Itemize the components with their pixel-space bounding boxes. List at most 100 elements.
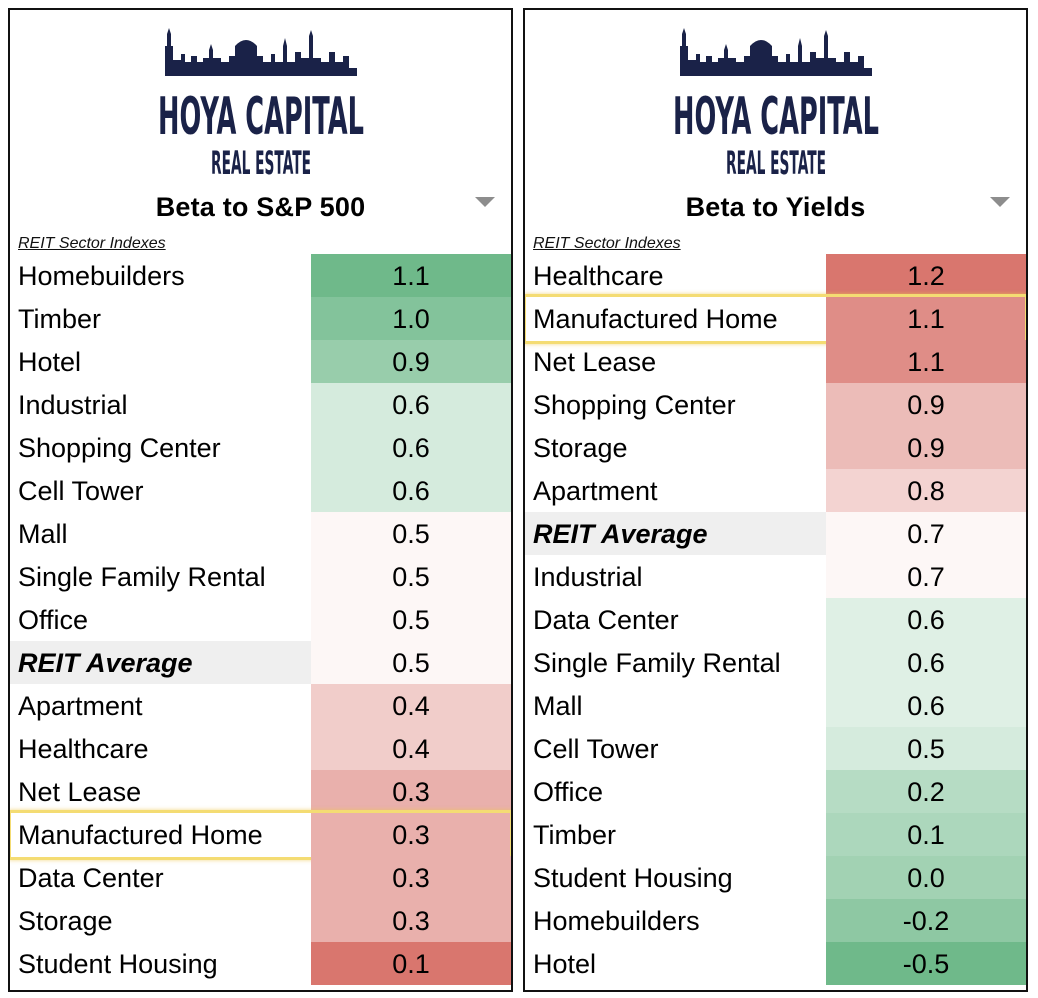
beta-value-cell: 0.9: [826, 426, 1026, 469]
beta-value-cell: 0.5: [311, 641, 511, 684]
table-row: Apartment 0.4: [10, 684, 511, 727]
chart-subtitle: REIT Sector Indexes: [18, 235, 166, 252]
reit-average-label: REIT Average: [525, 512, 826, 555]
table-row: Manufactured Home 1.1: [525, 297, 1026, 340]
table-row: Net Lease 0.3: [10, 770, 511, 813]
beta-value-cell: 1.1: [826, 340, 1026, 383]
sector-label: Homebuilders: [18, 261, 185, 291]
sector-label: Healthcare: [18, 734, 149, 764]
sector-label: Cell Tower: [533, 734, 659, 764]
panel-beta-to-sp500: HOYA CAPITAL REAL ESTATE Beta to S&P 500 …: [8, 8, 513, 992]
sector-label: Cell Tower: [18, 476, 144, 506]
sector-label: Shopping Center: [18, 433, 221, 463]
sector-label: Net Lease: [18, 777, 142, 807]
table-row: Single Family Rental 0.6: [525, 641, 1026, 684]
skyline-icon: [679, 28, 864, 74]
table-row: Single Family Rental 0.5: [10, 555, 511, 598]
chart-title: Beta to Yields: [685, 192, 866, 222]
sector-label: Storage: [18, 906, 113, 936]
table-row: Hotel 0.9: [10, 340, 511, 383]
logo-subtitle: REAL ESTATE: [726, 144, 826, 181]
table-row: Healthcare 1.2: [525, 254, 1026, 297]
sector-label: Industrial: [533, 562, 643, 592]
table-row: Homebuilders -0.2: [525, 899, 1026, 942]
beta-value-cell: -0.5: [826, 942, 1026, 985]
beta-value-cell: 1.1: [311, 254, 511, 297]
beta-value-cell: 1.0: [311, 297, 511, 340]
sector-label: Manufactured Home: [533, 304, 778, 334]
beta-value-cell: 0.1: [311, 942, 511, 985]
table-row: Shopping Center 0.6: [10, 426, 511, 469]
table-row: Industrial 0.6: [10, 383, 511, 426]
table-row: Net Lease 1.1: [525, 340, 1026, 383]
dropdown-arrow-icon[interactable]: [475, 197, 495, 207]
sector-label: Office: [533, 777, 604, 807]
sector-label: Storage: [533, 433, 628, 463]
table-row: Mall 0.5: [10, 512, 511, 555]
beta-value-cell: 0.6: [311, 469, 511, 512]
table-row: Data Center 0.3: [10, 856, 511, 899]
table-row: Timber 0.1: [525, 813, 1026, 856]
hoya-capital-logo: HOYA CAPITAL REAL ESTATE: [10, 16, 511, 181]
sector-label: Timber: [533, 820, 617, 850]
table-row: Timber 1.0: [10, 297, 511, 340]
table-row: Apartment 0.8: [525, 469, 1026, 512]
table-row: Shopping Center 0.9: [525, 383, 1026, 426]
beta-value-cell: 0.5: [311, 598, 511, 641]
panel-beta-to-yields: HOYA CAPITAL REAL ESTATE Beta to Yields R…: [523, 8, 1028, 992]
beta-value-cell: 0.5: [311, 555, 511, 598]
beta-value-cell: -0.2: [826, 899, 1026, 942]
beta-value-cell: 0.6: [826, 598, 1026, 641]
logo-subtitle: REAL ESTATE: [211, 144, 311, 181]
table-row: Student Housing 0.1: [10, 942, 511, 985]
beta-value-cell: 0.9: [311, 340, 511, 383]
chart-subtitle: REIT Sector Indexes: [533, 235, 681, 252]
beta-value-cell: 0.8: [826, 469, 1026, 512]
sector-label: Shopping Center: [533, 390, 736, 420]
beta-value-cell: 0.3: [311, 770, 511, 813]
sector-label: Hotel: [18, 347, 82, 377]
beta-value-cell: 1.1: [826, 297, 1026, 340]
table-row: Storage 0.9: [525, 426, 1026, 469]
beta-value-cell: 0.4: [311, 727, 511, 770]
beta-value-cell: 0.5: [311, 512, 511, 555]
chart-title: Beta to S&P 500: [155, 192, 366, 222]
sector-label: Timber: [18, 304, 102, 334]
sector-label: Mall: [18, 519, 68, 549]
sector-label: Student Housing: [18, 949, 218, 979]
sector-table: Homebuilders 1.1 Timber 1.0 Hotel 0.9 Industri…: [10, 254, 511, 985]
reit-average-label: REIT Average: [10, 641, 311, 684]
table-row: Storage 0.3: [10, 899, 511, 942]
beta-value-cell: 0.3: [311, 899, 511, 942]
table-row: Manufactured Home 0.3: [10, 813, 511, 856]
beta-value-cell: 0.7: [826, 512, 1026, 555]
hoya-capital-logo: HOYA CAPITAL REAL ESTATE: [525, 16, 1026, 181]
sector-label: Healthcare: [533, 261, 664, 291]
beta-value-cell: 0.5: [826, 727, 1026, 770]
beta-value-cell: 0.1: [826, 813, 1026, 856]
skyline-icon: [164, 28, 349, 74]
sector-table: Healthcare 1.2 Manufactured Home 1.1 Net Lea…: [525, 254, 1026, 985]
table-row: Data Center 0.6: [525, 598, 1026, 641]
sector-label: Data Center: [533, 605, 679, 635]
sector-label: Single Family Rental: [18, 562, 266, 592]
beta-value-cell: 0.3: [311, 813, 511, 856]
beta-value-cell: 0.3: [311, 856, 511, 899]
beta-value-cell: 0.4: [311, 684, 511, 727]
sector-label: Mall: [533, 691, 583, 721]
sector-label: Industrial: [18, 390, 128, 420]
sector-label: Homebuilders: [533, 906, 700, 936]
table-row: Cell Tower 0.6: [10, 469, 511, 512]
beta-value-cell: 0.6: [826, 641, 1026, 684]
beta-value-cell: 0.9: [826, 383, 1026, 426]
sector-label: Apartment: [533, 476, 658, 506]
table-row: REIT Average 0.5: [10, 641, 511, 684]
logo-title: HOYA CAPITAL: [673, 87, 879, 147]
beta-value-cell: 1.2: [826, 254, 1026, 297]
table-row: Healthcare 0.4: [10, 727, 511, 770]
sector-label: Net Lease: [533, 347, 657, 377]
dropdown-arrow-icon[interactable]: [990, 197, 1010, 207]
sector-label: Apartment: [18, 691, 143, 721]
